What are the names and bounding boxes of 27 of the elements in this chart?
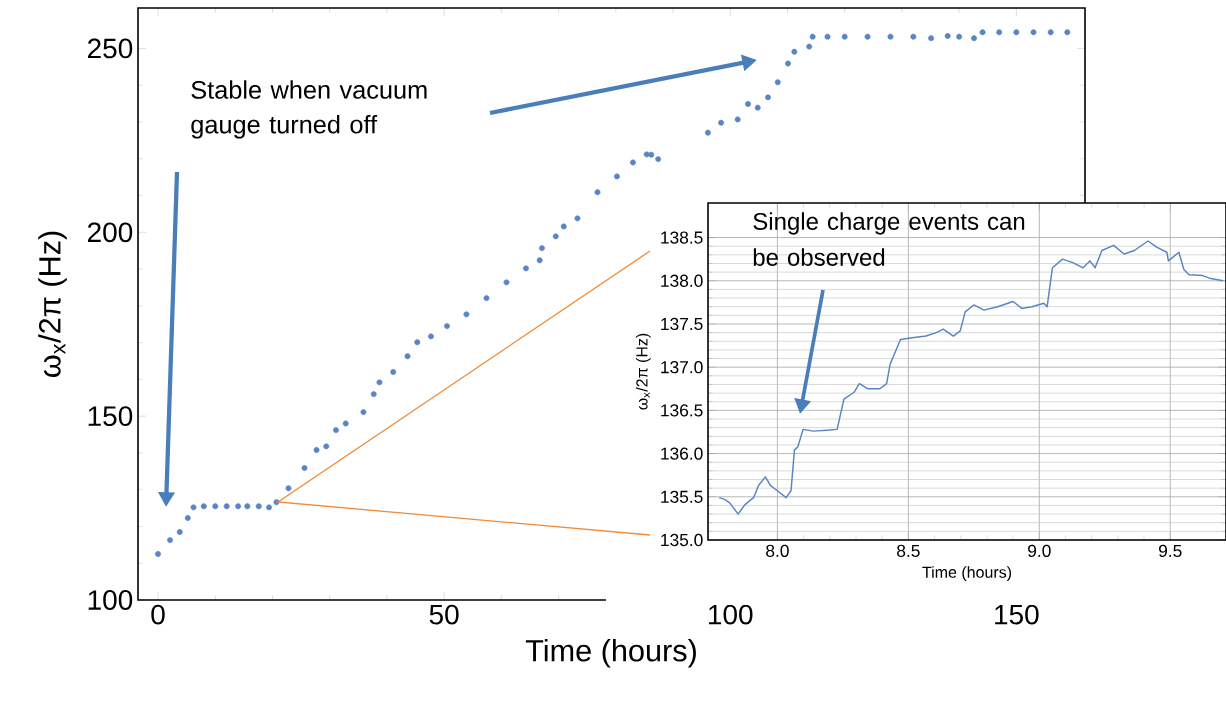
y-axis-title: ω$_{x}$/2π (Hz) (38, 231, 67, 378)
y-tick-label: 136.5 (661, 404, 703, 417)
y-tick-label: 138.5 (661, 231, 703, 244)
y-tick-label: 135.5 (661, 490, 703, 503)
x-axis-title: Time (hours) (525, 639, 696, 668)
x-tick-label: 9.5 (1159, 544, 1182, 557)
y-tick-label: 100 (88, 590, 133, 610)
y-tick-label: 137.0 (661, 361, 703, 374)
y-tick-label: 135.0 (661, 533, 703, 547)
x-tick-label: 50 (429, 604, 459, 625)
y-tick-label: 250 (87, 38, 133, 59)
y-tick-label: 150 (88, 406, 133, 427)
y-tick-label: 200 (87, 222, 133, 243)
y-tick-label: 136.0 (661, 447, 703, 460)
x-axis-title: Time (hours) (922, 566, 1012, 582)
y-tick-label: 138.0 (661, 274, 703, 287)
annotation: Stable when vacuum gauge turned off (191, 80, 427, 139)
x-tick-label: 150 (995, 604, 1039, 625)
y-tick-label: 137.5 (661, 317, 703, 331)
line-series (718, 240, 1224, 515)
x-tick-label: 8.5 (897, 544, 920, 557)
annotation: Single charge events can be observed (753, 212, 1025, 266)
x-tick-label: 0 (151, 604, 165, 625)
y-axis-title: ω$_{x}$/2π (Hz) (635, 333, 651, 410)
x-tick-label: 9.0 (1028, 544, 1051, 557)
x-tick-label: 8.0 (766, 544, 789, 557)
x-tick-label: 100 (709, 604, 753, 625)
